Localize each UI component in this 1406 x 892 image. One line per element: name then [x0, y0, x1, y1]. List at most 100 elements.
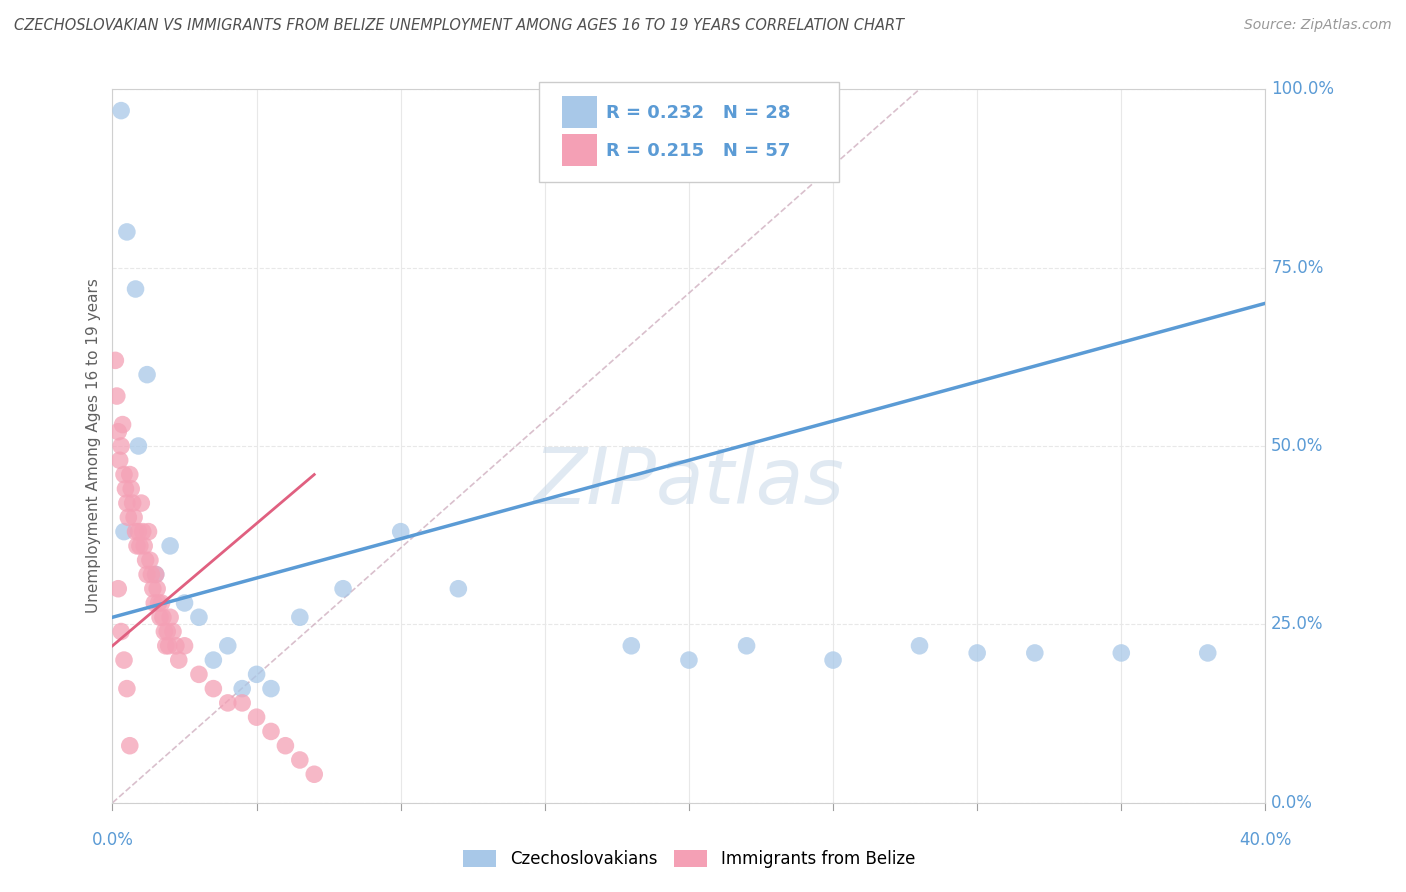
Point	[149, 610, 172, 624]
Text: ZIPatlas: ZIPatlas	[533, 443, 845, 520]
Point	[145, 567, 167, 582]
Point	[115, 225, 138, 239]
Point	[111, 417, 134, 432]
Point	[162, 624, 184, 639]
Point	[217, 696, 239, 710]
Point	[146, 582, 169, 596]
Point	[117, 510, 139, 524]
Point	[159, 539, 181, 553]
Text: R = 0.215   N = 57: R = 0.215 N = 57	[606, 142, 790, 160]
Point	[304, 767, 326, 781]
Point	[202, 681, 225, 696]
Point	[132, 524, 155, 539]
Text: 0.0%: 0.0%	[91, 831, 134, 849]
Point	[108, 453, 131, 467]
Point	[150, 596, 173, 610]
Point	[112, 467, 135, 482]
Text: 75.0%: 75.0%	[1271, 259, 1323, 277]
Bar	[562, 134, 596, 166]
Point	[231, 696, 253, 710]
Point	[156, 624, 179, 639]
Point	[821, 653, 844, 667]
Point	[110, 439, 132, 453]
Point	[120, 482, 142, 496]
Point	[121, 496, 143, 510]
Point	[678, 653, 700, 667]
Point	[165, 639, 187, 653]
Point	[202, 653, 225, 667]
Point	[110, 624, 132, 639]
Point	[115, 681, 138, 696]
Point	[129, 496, 153, 510]
Text: 0.0%: 0.0%	[1271, 794, 1313, 812]
Point	[159, 610, 181, 624]
Text: R = 0.232   N = 28: R = 0.232 N = 28	[606, 103, 790, 121]
Point	[288, 610, 311, 624]
Point	[173, 596, 195, 610]
Point	[115, 496, 138, 510]
Point	[105, 389, 128, 403]
Point	[167, 653, 190, 667]
Point	[157, 639, 180, 653]
Point	[152, 610, 174, 624]
Point	[114, 482, 136, 496]
Point	[966, 646, 988, 660]
Point	[288, 753, 311, 767]
Point	[139, 553, 162, 567]
Point	[127, 439, 149, 453]
Text: 50.0%: 50.0%	[1271, 437, 1323, 455]
Point	[118, 739, 141, 753]
Y-axis label: Unemployment Among Ages 16 to 19 years: Unemployment Among Ages 16 to 19 years	[86, 278, 101, 614]
Point	[141, 567, 163, 582]
Point	[260, 681, 283, 696]
Point	[112, 524, 135, 539]
Point	[188, 610, 211, 624]
Point	[389, 524, 412, 539]
Point	[735, 639, 758, 653]
Text: CZECHOSLOVAKIAN VS IMMIGRANTS FROM BELIZE UNEMPLOYMENT AMONG AGES 16 TO 19 YEARS: CZECHOSLOVAKIAN VS IMMIGRANTS FROM BELIZ…	[14, 18, 904, 33]
Legend: Czechoslovakians, Immigrants from Belize: Czechoslovakians, Immigrants from Belize	[457, 843, 921, 875]
Point	[1111, 646, 1133, 660]
Point	[128, 539, 150, 553]
Point	[136, 368, 159, 382]
Point	[908, 639, 931, 653]
Text: 100.0%: 100.0%	[1271, 80, 1334, 98]
Point	[332, 582, 354, 596]
Point	[245, 667, 267, 681]
Point	[620, 639, 643, 653]
Bar	[562, 96, 596, 128]
Point	[135, 553, 157, 567]
Point	[155, 639, 177, 653]
Point	[447, 582, 470, 596]
Point	[124, 282, 146, 296]
Point	[145, 567, 167, 582]
Point	[173, 639, 195, 653]
Point	[153, 624, 176, 639]
Point	[245, 710, 267, 724]
Point	[110, 103, 132, 118]
Point	[134, 539, 156, 553]
Point	[112, 653, 135, 667]
Point	[125, 539, 148, 553]
Point	[142, 582, 165, 596]
Point	[1197, 646, 1219, 660]
Point	[138, 524, 160, 539]
Point	[107, 425, 129, 439]
Point	[148, 596, 170, 610]
Point	[136, 567, 159, 582]
Point	[274, 739, 297, 753]
Point	[118, 467, 141, 482]
FancyBboxPatch shape	[538, 82, 839, 182]
Point	[217, 639, 239, 653]
Point	[122, 510, 145, 524]
Text: 40.0%: 40.0%	[1239, 831, 1292, 849]
Point	[188, 667, 211, 681]
Point	[127, 524, 149, 539]
Point	[260, 724, 283, 739]
Point	[124, 524, 146, 539]
Point	[1024, 646, 1046, 660]
Text: Source: ZipAtlas.com: Source: ZipAtlas.com	[1244, 18, 1392, 32]
Point	[104, 353, 127, 368]
Point	[143, 596, 166, 610]
Text: 25.0%: 25.0%	[1271, 615, 1323, 633]
